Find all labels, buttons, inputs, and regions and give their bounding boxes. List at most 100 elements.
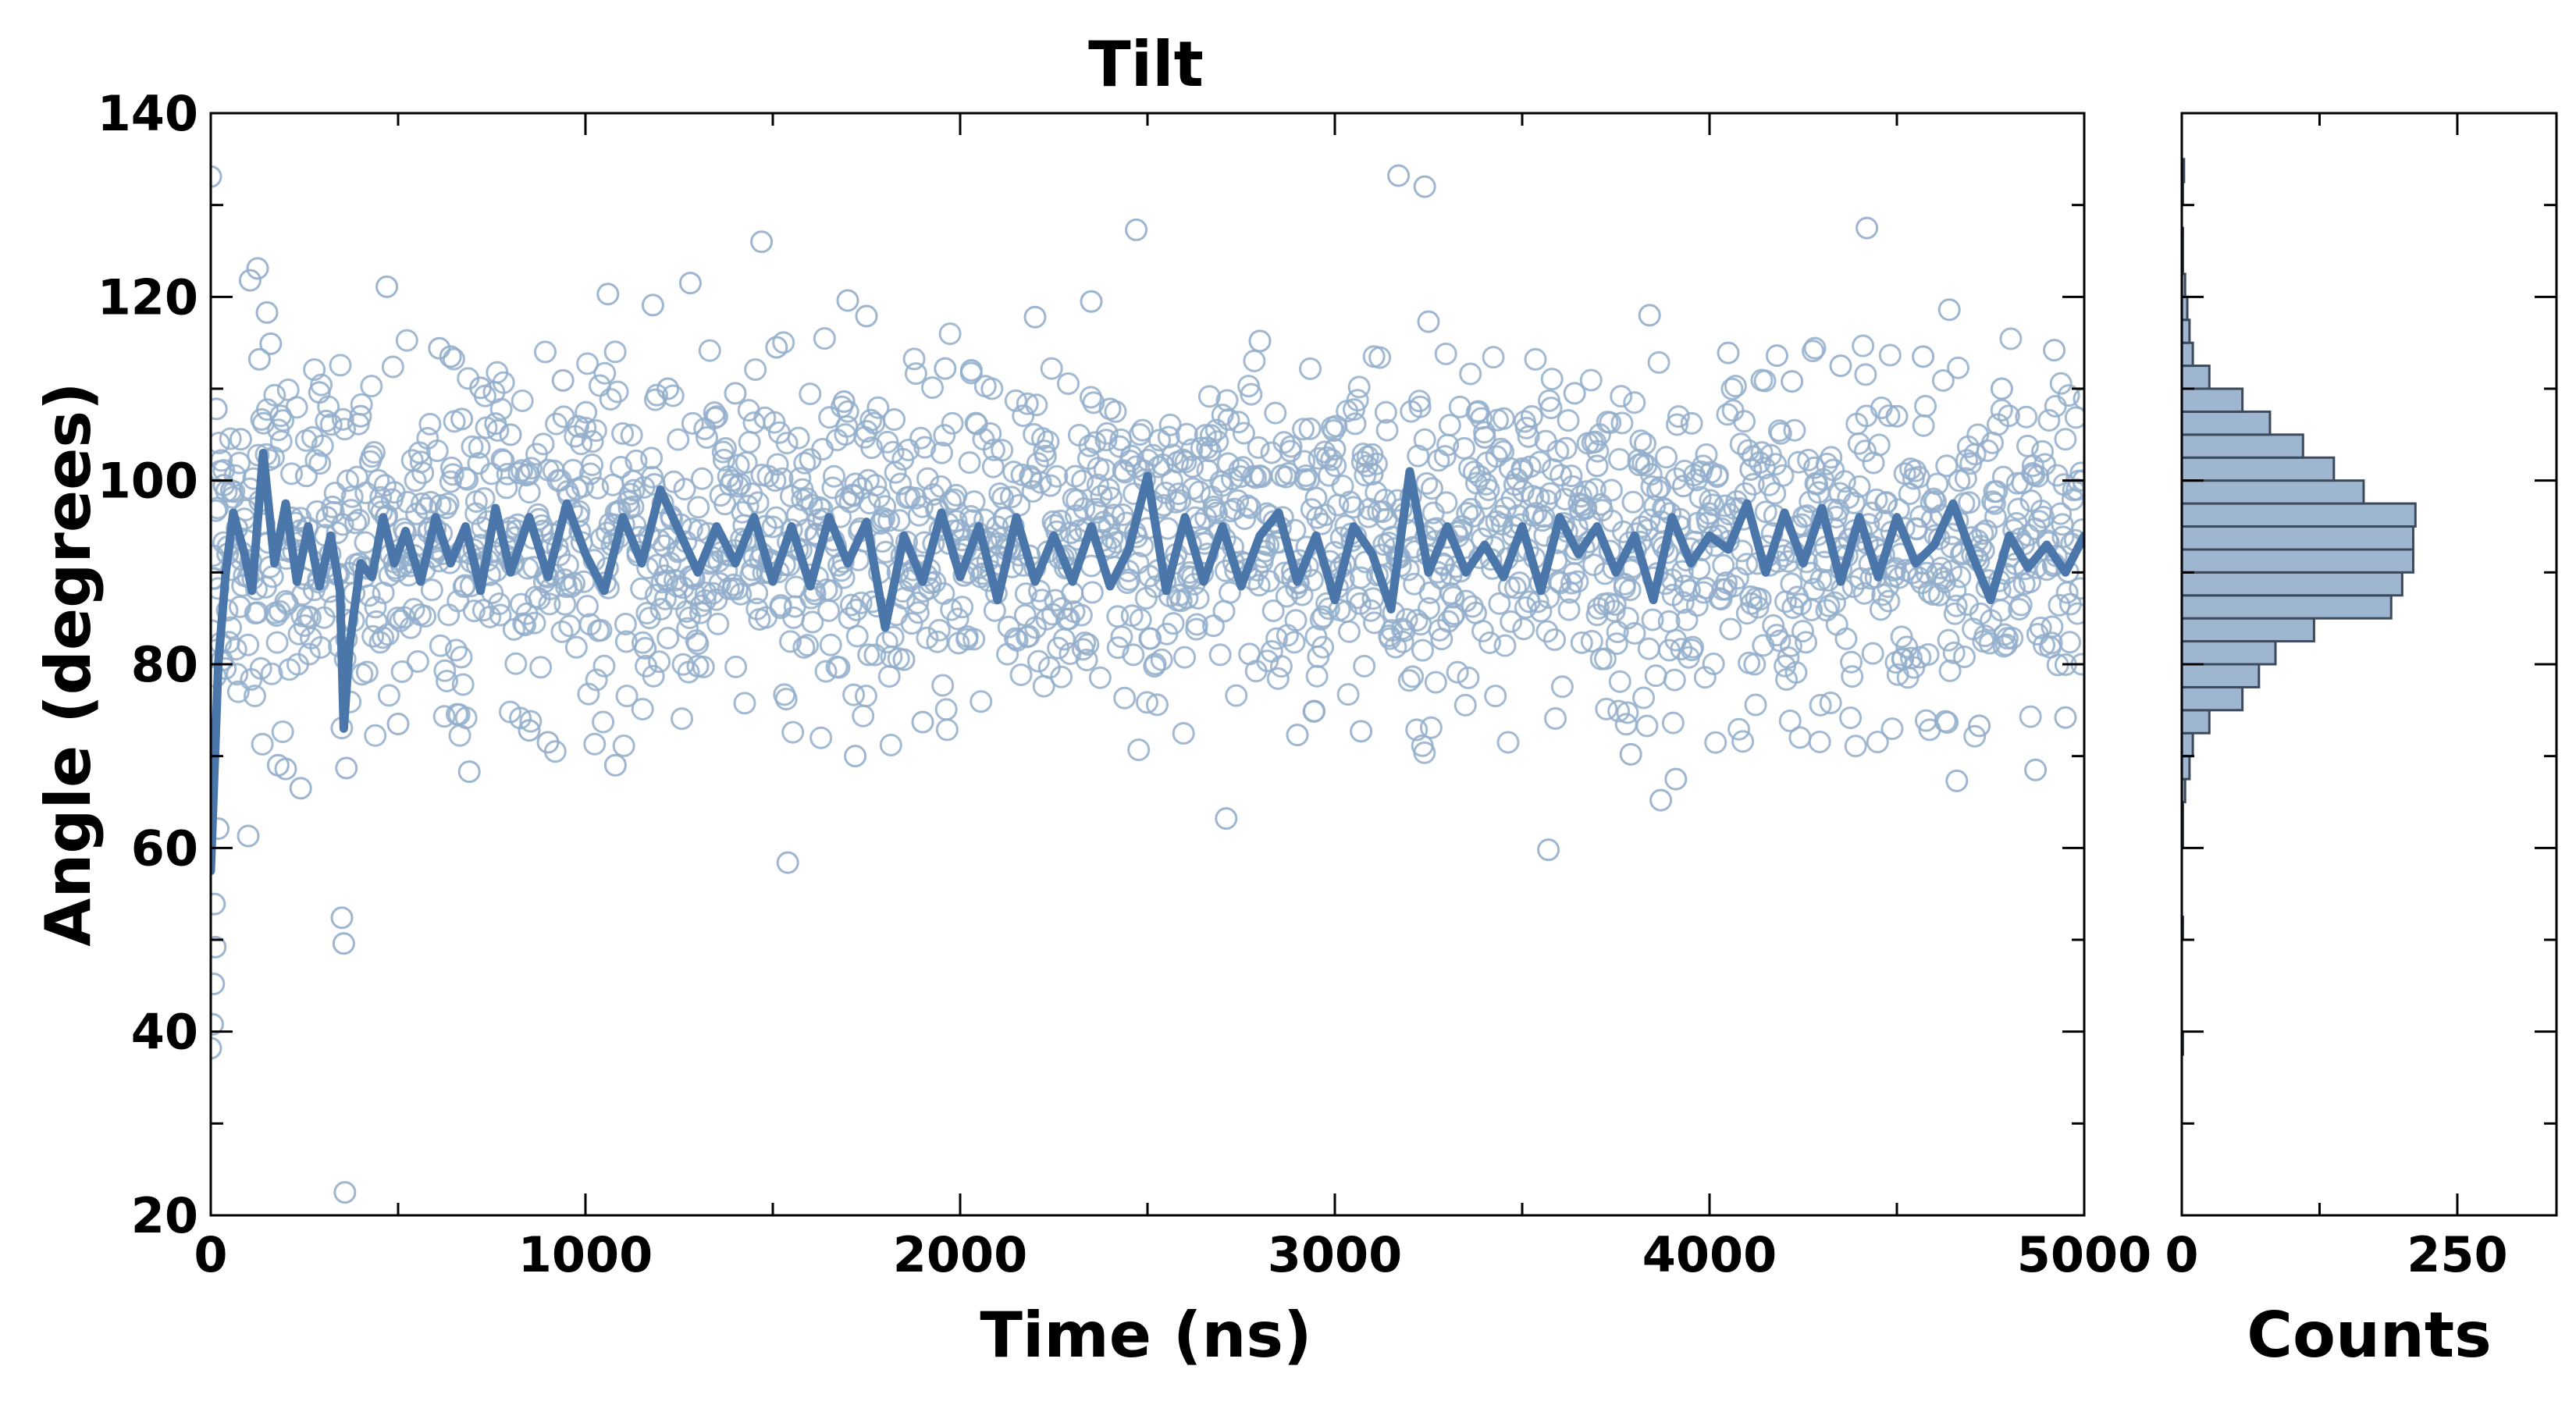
scatter-point [1865,488,1888,511]
scatter-point [1702,652,1725,675]
scatter-point [1101,526,1124,550]
scatter-point [1277,461,1300,485]
scatter-point [280,462,304,486]
scatter-point [592,654,616,678]
scatter-point [2041,615,2064,638]
scatter-point [274,757,297,781]
scatter-point [441,463,464,486]
scatter-point [1413,741,1436,764]
scatter-point [615,685,639,708]
scatter-point [414,605,437,628]
scatter-point [499,423,522,446]
scatter-point [226,680,250,703]
scatter-point [930,441,953,464]
scatter-point [1303,699,1326,723]
scatter-point [1985,480,2008,503]
scatter-point [988,482,1012,505]
scatter-point [1442,585,1465,609]
scatter-point [1671,591,1695,614]
scatter-point [1927,583,1951,606]
scatter-point [575,400,598,424]
scatter-point [1512,617,1535,641]
scatter-point [563,571,586,595]
scatter-point [330,906,354,930]
x-tick-label: 3000 [1268,1226,1403,1283]
x-tick-label: 1000 [518,1226,653,1283]
scatter-point [1803,336,1827,360]
scatter-point [648,650,671,674]
y-tick-label: 60 [131,820,198,877]
scatter-point [2032,506,2055,529]
scatter-point [1082,391,1105,414]
scatter-point [927,618,951,642]
scatter-point [271,720,294,744]
scatter-point [1867,433,1891,457]
scatter-point [238,269,262,292]
scatter-point [1806,472,1829,496]
scatter-point [572,570,596,593]
scatter-point [879,733,902,756]
scatter-point [211,165,222,188]
scatter-point [875,631,898,654]
scatter-point [1174,450,1197,474]
scatter-point [1305,664,1329,688]
scatter-point [1424,670,1447,694]
scatter-point [1649,788,1673,812]
scatter-point [1607,699,1631,723]
scatter-point [377,684,400,707]
scatter-point [641,293,664,317]
scatter-point [1731,730,1755,753]
scatter-point [1616,701,1639,724]
scatter-point [581,430,604,454]
scatter-point [1945,769,1969,792]
scatter-point [1971,522,1994,546]
scatter-point [1764,453,1788,476]
scatter-point [2069,461,2084,485]
scatter-point [1727,717,1751,741]
scatter-point [2043,339,2066,362]
scatter-point [1958,491,1981,514]
scatter-point [1162,612,1185,635]
scatter-point [1415,471,1439,495]
scatter-point [538,592,561,616]
scatter-point [980,377,1004,400]
scatter-point [1937,628,1960,652]
scatter-point [309,635,333,659]
scatter-point [788,467,812,490]
scatter-point [1197,385,1221,408]
scatter-point [1890,625,1913,649]
scatter-point [763,411,786,434]
scatter-point [787,426,810,450]
histogram-bar [2180,685,2244,712]
scatter-point [285,396,308,419]
scatter-point [1119,444,1143,468]
scatter-point [596,283,620,306]
scatter-point [586,476,610,500]
scatter-point [793,451,817,475]
scatter-point [769,594,792,617]
scatter-point [1059,521,1083,545]
scatter-point [631,698,654,721]
scatter-point [255,301,279,324]
scatter-point [2024,758,2048,781]
scatter-point [514,614,537,637]
scatter-point [1842,491,1866,514]
scatter-point [354,531,377,554]
scatter-point [1917,580,1941,603]
scatter-point [1999,327,2023,350]
scatter-point [1947,356,1970,379]
scatter-point [1784,661,1808,685]
scatter-point [211,817,230,841]
scatter-point [1353,654,1376,678]
running-average-line-group [211,448,2084,876]
histogram-bar [2180,571,2403,597]
scatter-point [1135,691,1158,714]
scatter-point [1742,472,1765,496]
histogram-x-axis-title: Counts [2247,1299,2491,1371]
scatter-point [406,649,429,673]
scatter-point [360,445,383,468]
scatter-point [589,618,613,642]
scatter-point [390,660,414,684]
scatter-point [1802,456,1826,479]
scatter-point [1417,597,1440,621]
